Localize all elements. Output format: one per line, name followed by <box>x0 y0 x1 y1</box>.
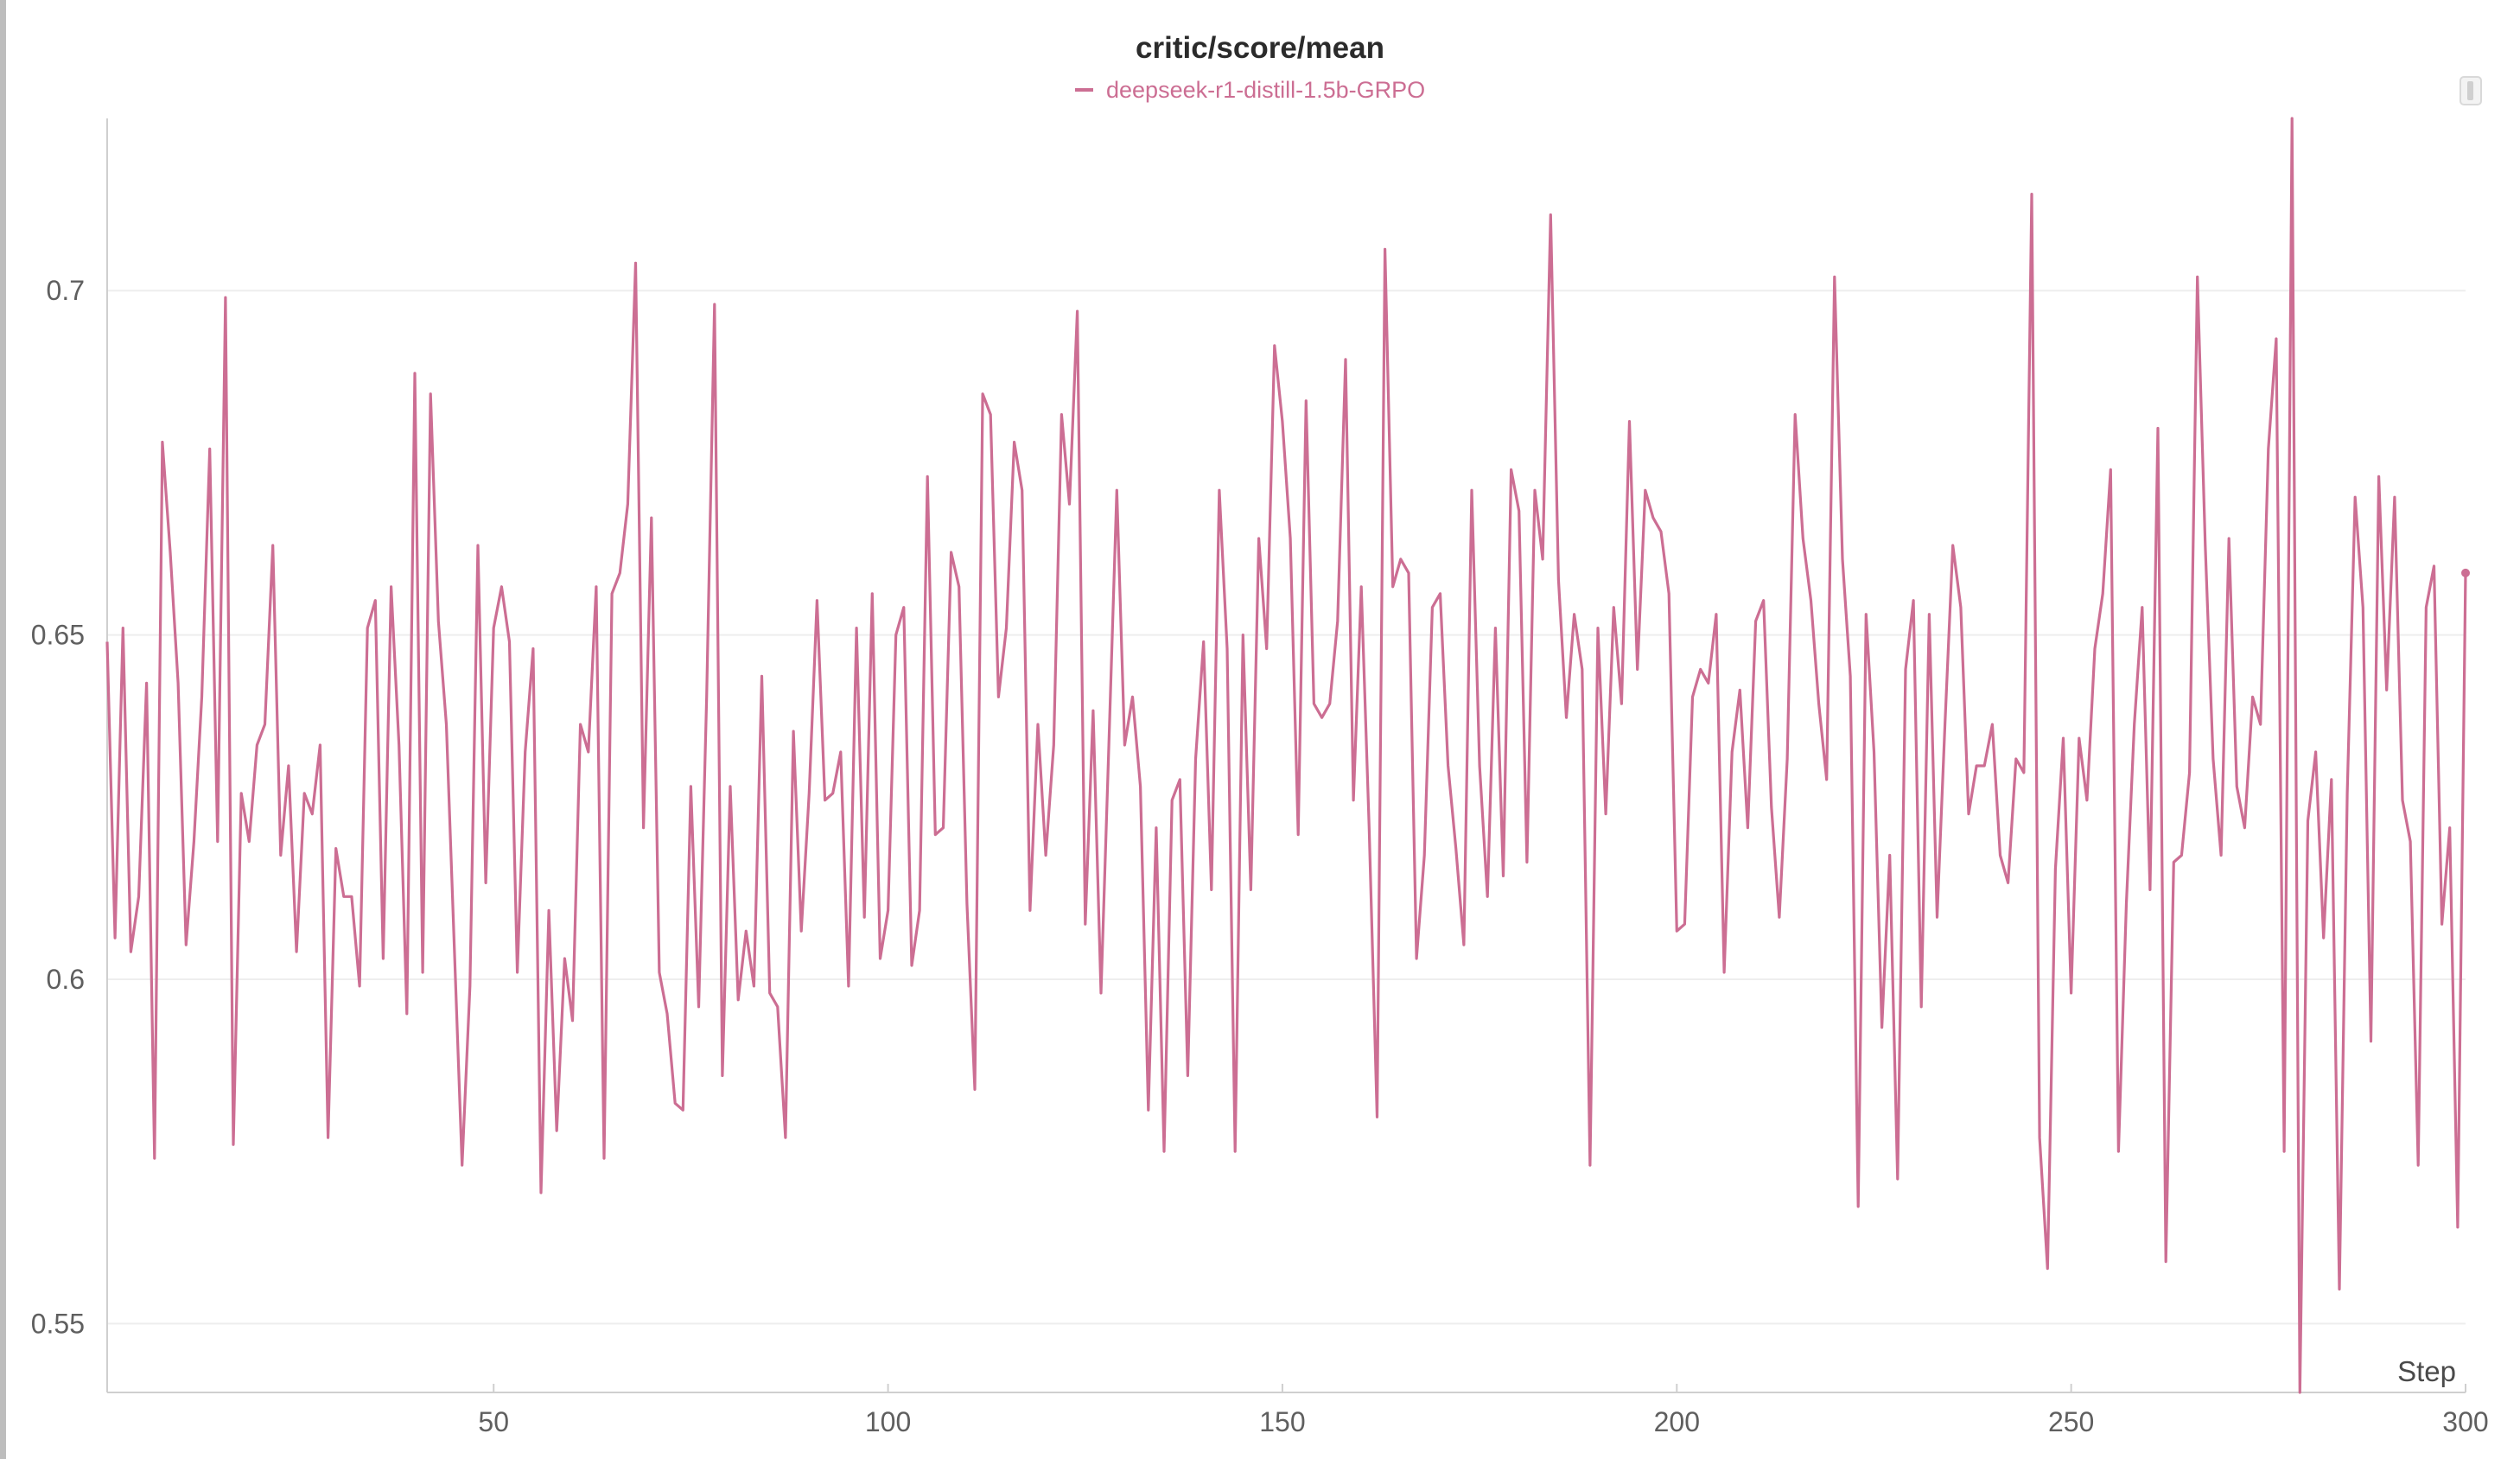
x-tick-label: 150 <box>1259 1406 1305 1437</box>
grid-lines <box>107 290 2466 1325</box>
y-tick-label: 0.55 <box>31 1308 85 1339</box>
x-axis-label: Step <box>2397 1355 2456 1387</box>
x-tick-label: 300 <box>2442 1406 2488 1437</box>
resize-handle[interactable] <box>2460 76 2482 105</box>
series-line[interactable] <box>105 117 2467 1394</box>
y-axis-ticks: 0.55 0.6 0.65 0.7 <box>31 275 85 1339</box>
legend-entry: deepseek-r1-distill-1.5b-GRPO <box>1106 77 1425 103</box>
x-axis-ticks: 50 100 150 200 250 300 <box>478 1384 2489 1437</box>
legend[interactable]: deepseek-r1-distill-1.5b-GRPO <box>1075 77 1425 103</box>
x-tick-label: 200 <box>1654 1406 1700 1437</box>
y-tick-label: 0.7 <box>47 275 85 306</box>
chart-title: critic/score/mean <box>1136 31 1384 65</box>
last-point-marker <box>2461 568 2470 577</box>
x-tick-label: 250 <box>2048 1406 2094 1437</box>
y-tick-label: 0.6 <box>47 964 85 995</box>
panel-left-border <box>0 0 6 1459</box>
y-tick-label: 0.65 <box>31 620 85 651</box>
x-tick-label: 50 <box>478 1406 509 1437</box>
x-tick-label: 100 <box>865 1406 911 1437</box>
